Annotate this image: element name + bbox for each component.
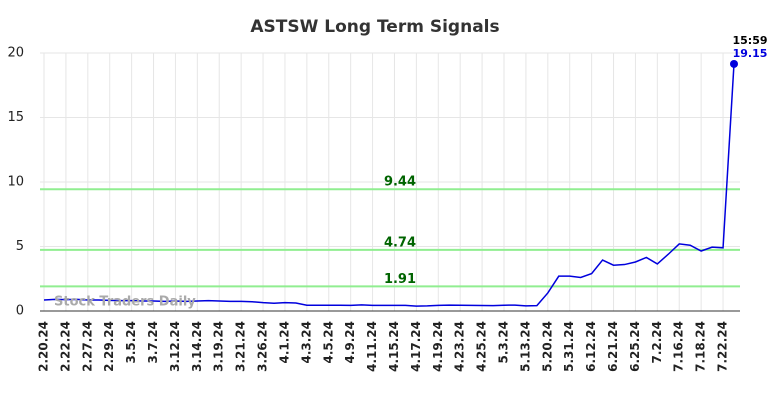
- x-tick-label: 4.23.24: [453, 321, 467, 372]
- x-tick-label: 3.19.24: [212, 321, 226, 372]
- signal-label: 4.74: [384, 235, 416, 250]
- last-time: 15:59: [732, 34, 767, 47]
- x-tick-label: 3.12.24: [168, 321, 182, 372]
- x-tick-label: 3.5.24: [124, 321, 138, 364]
- y-tick-label: 5: [16, 239, 24, 254]
- x-tick-label: 4.25.24: [475, 321, 489, 372]
- x-tick-label: 3.26.24: [256, 321, 270, 372]
- last-point: [730, 59, 738, 68]
- x-tick-label: 4.1.24: [277, 321, 291, 364]
- x-tick-label: 7.22.24: [716, 321, 730, 372]
- x-tick-label: 4.17.24: [409, 321, 423, 372]
- x-tick-label: 5.20.24: [540, 321, 554, 372]
- x-tick-label: 4.19.24: [431, 321, 445, 372]
- signal-label: 1.91: [384, 272, 416, 287]
- chart-title: ASTSW Long Term Signals: [250, 17, 499, 37]
- last-value: 19.15: [733, 47, 768, 60]
- y-tick-label: 20: [7, 46, 24, 61]
- signal-label: 9.44: [384, 175, 416, 190]
- x-tick-label: 2.22.24: [58, 321, 72, 372]
- x-tick-label: 2.27.24: [80, 321, 94, 372]
- x-tick-label: 5.31.24: [562, 321, 576, 372]
- x-tick-label: 6.25.24: [628, 321, 642, 372]
- x-tick-label: 4.9.24: [343, 321, 357, 364]
- x-tick-label: 3.14.24: [190, 321, 204, 372]
- x-tick-label: 5.13.24: [518, 321, 532, 372]
- x-tick-label: 6.12.24: [584, 321, 598, 372]
- y-tick-label: 10: [7, 175, 24, 190]
- x-tick-label: 5.3.24: [497, 321, 511, 364]
- x-tick-label: 7.2.24: [650, 321, 664, 364]
- x-tick-label: 6.21.24: [606, 321, 620, 372]
- x-tick-label: 3.21.24: [234, 321, 248, 372]
- x-tick-label: 4.5.24: [321, 321, 335, 364]
- x-tick-label: 3.7.24: [146, 321, 160, 364]
- x-tick-label: 7.18.24: [694, 321, 708, 372]
- price-line: [43, 63, 735, 307]
- x-tick-label: 4.11.24: [365, 321, 379, 372]
- x-tick-label: 7.16.24: [672, 321, 686, 372]
- x-tick-label: 4.15.24: [387, 321, 401, 372]
- x-tick-label: 2.20.24: [37, 321, 51, 372]
- y-tick-label: 15: [7, 110, 24, 125]
- y-tick-label: 0: [16, 304, 24, 319]
- x-tick-label: 4.3.24: [299, 321, 313, 364]
- x-tick-label: 2.29.24: [102, 321, 116, 372]
- watermark: Stock Traders Daily: [54, 295, 196, 310]
